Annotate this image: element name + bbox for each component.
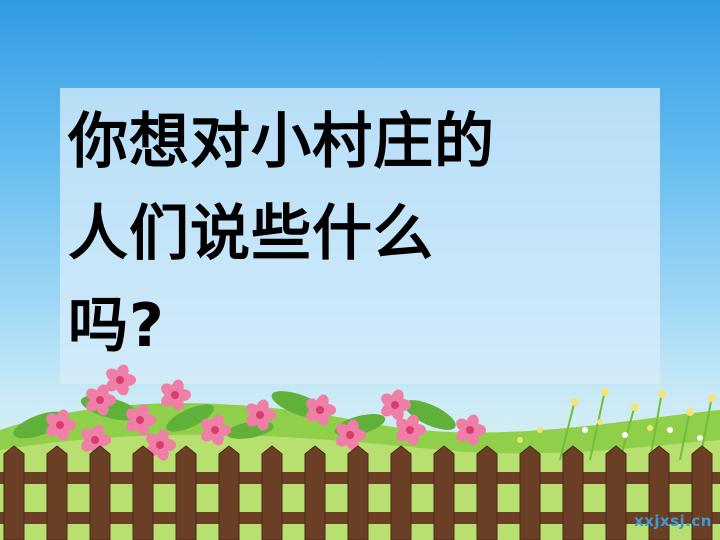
- flower: [336, 419, 366, 451]
- flower: [146, 429, 176, 461]
- fence-picket: [89, 445, 111, 540]
- fence-picket: [605, 445, 627, 540]
- question-line-2: 人们说些什么: [68, 199, 434, 269]
- fence-picket: [390, 445, 412, 540]
- flower: [456, 414, 486, 446]
- wooden-fence-icon: [0, 445, 720, 540]
- watermark: xxjxsj.cn: [633, 512, 712, 530]
- fence-picket: [347, 445, 369, 540]
- flower: [246, 399, 276, 431]
- flower: [306, 394, 336, 426]
- fence-picket: [648, 445, 670, 540]
- fence-picket: [175, 445, 197, 540]
- fence-picket: [218, 445, 240, 540]
- fence-picket: [304, 445, 326, 540]
- flower: [106, 364, 136, 396]
- question-line-1: 你想对小村庄的: [68, 107, 495, 177]
- flower: [201, 414, 231, 446]
- fence-picket: [433, 445, 455, 540]
- flower: [46, 409, 76, 441]
- flower: [396, 414, 426, 446]
- flower: [381, 389, 411, 421]
- fence-picket: [261, 445, 283, 540]
- fence-picket: [46, 445, 68, 540]
- fence-picket: [519, 445, 541, 540]
- garden-scenery: [0, 364, 720, 540]
- question-box: [60, 88, 660, 384]
- question-line-3: 吗?: [68, 291, 165, 361]
- fence-picket: [132, 445, 154, 540]
- flower: [86, 384, 116, 416]
- fence-picket: [3, 445, 25, 540]
- fence-picket: [691, 445, 713, 540]
- fence-picket: [562, 445, 584, 540]
- flower: [161, 379, 191, 411]
- question-text: 你想对小村庄的 人们说些什么 吗?: [68, 96, 648, 372]
- flower: [126, 404, 156, 436]
- pink-flowers-icon: [46, 364, 486, 461]
- fence-picket: [476, 445, 498, 540]
